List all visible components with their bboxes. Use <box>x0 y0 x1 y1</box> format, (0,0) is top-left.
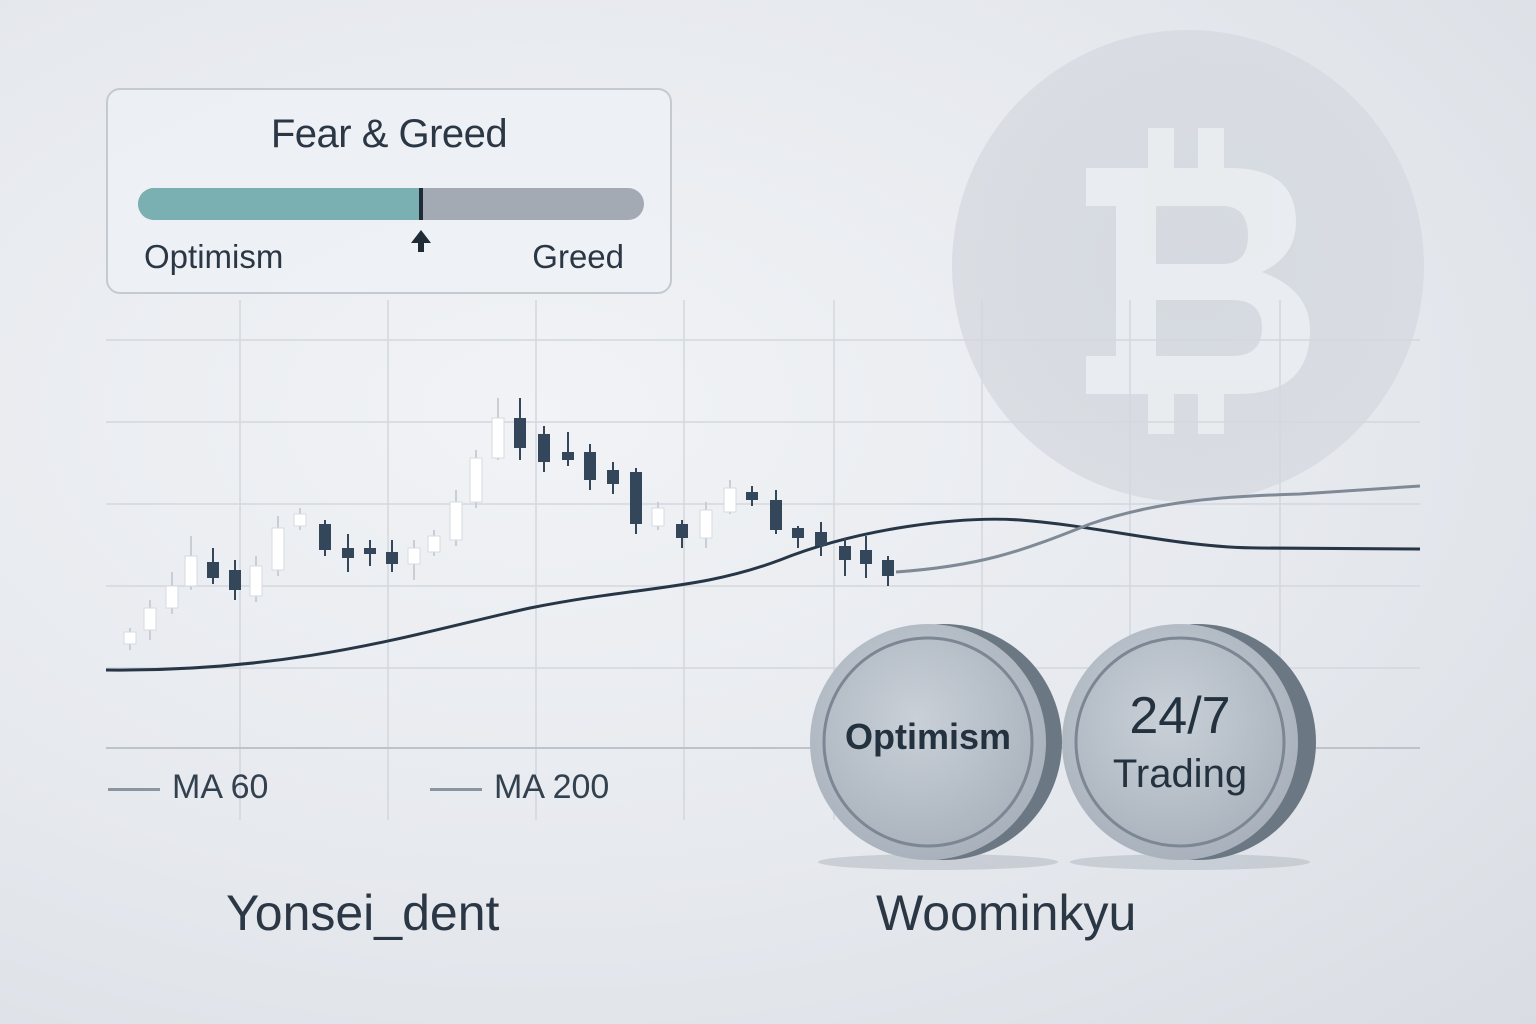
ma-line-projection <box>895 484 1421 574</box>
candle-down <box>882 560 894 576</box>
candle-down <box>607 470 619 484</box>
candle-up <box>165 585 179 609</box>
candle-up <box>407 547 421 565</box>
trading-coin <box>1062 624 1316 870</box>
candle-up <box>651 507 665 527</box>
candle-down <box>386 552 398 564</box>
candle-down <box>538 434 550 462</box>
candle-down <box>746 492 758 500</box>
candle-up <box>249 565 263 597</box>
candle-up <box>449 501 463 541</box>
candle-down <box>792 528 804 538</box>
gauge-right-label: Greed <box>532 238 624 275</box>
coin-label-trading: Trading <box>1112 752 1248 796</box>
candle-down <box>860 550 872 564</box>
legend-label: MA 60 <box>172 768 269 806</box>
candle-down <box>815 532 827 546</box>
author-left: Yonsei_dent <box>226 885 500 941</box>
candle-up <box>184 555 198 587</box>
candle-up <box>469 457 483 503</box>
candle-up <box>491 417 505 459</box>
candle-down <box>770 500 782 530</box>
candle-down <box>319 524 331 550</box>
candle-down <box>584 452 596 480</box>
bitcoin-icon <box>952 30 1424 502</box>
arrow-up-icon <box>411 230 432 252</box>
gauge-title: Fear & Greed <box>270 112 508 156</box>
gauge-needle <box>419 188 424 220</box>
candle-up <box>699 509 713 539</box>
coin-label-optimism: Optimism <box>844 716 1012 757</box>
candle-down <box>514 418 526 448</box>
candle-down <box>229 570 241 590</box>
candle-up <box>123 631 137 645</box>
candle-up <box>271 527 285 571</box>
candle-down <box>630 472 642 524</box>
legend-swatch <box>430 788 482 791</box>
legend-swatch <box>108 788 160 791</box>
candle-down <box>676 524 688 538</box>
candle-down <box>342 548 354 558</box>
candle-down <box>562 452 574 460</box>
gauge-track <box>138 188 644 220</box>
author-right: Woominkyu <box>876 885 1137 941</box>
candle-down <box>364 548 376 554</box>
candle-up <box>427 535 441 553</box>
candle-up <box>143 607 157 631</box>
candlestick-series <box>123 398 894 650</box>
legend-label: MA 200 <box>494 768 610 806</box>
optimism-coin <box>810 624 1062 870</box>
fear-greed-card: Fear & Greed Optimism Greed <box>106 88 672 294</box>
ma-line-rising <box>105 517 1421 672</box>
candle-down <box>207 562 219 578</box>
coin-label-247: 24/7 <box>1129 687 1231 745</box>
gauge-fill <box>138 188 422 220</box>
gauge-left-label: Optimism <box>144 238 284 275</box>
candle-up <box>293 513 307 527</box>
candle-down <box>839 546 851 560</box>
candle-up <box>723 487 737 513</box>
